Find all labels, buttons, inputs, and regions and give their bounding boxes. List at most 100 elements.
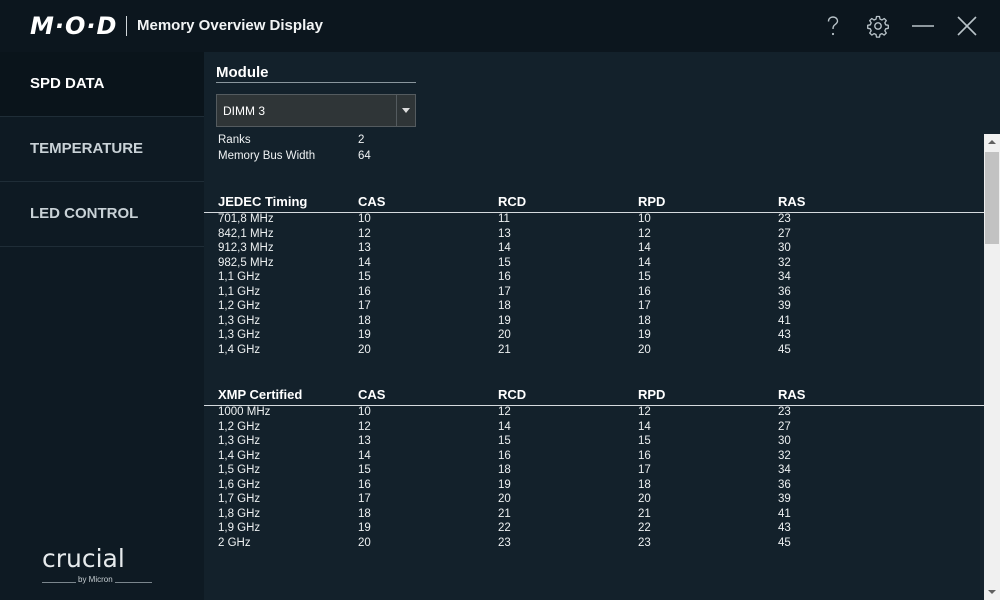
table-cell: 20 <box>498 329 511 341</box>
table-cell: 16 <box>638 449 651 462</box>
table-cell: 39 <box>778 300 791 312</box>
table-row: 1,2 GHz 12 14 14 27 <box>204 421 984 436</box>
table-cell: 17 <box>498 285 511 298</box>
table-cell: 16 <box>358 285 371 298</box>
table-cell: 19 <box>358 522 371 534</box>
table-row: 912,3 MHz 13 14 14 30 <box>204 242 984 257</box>
scroll-down-arrow-icon[interactable] <box>984 584 1000 600</box>
table-cell: 18 <box>498 464 511 476</box>
help-icon[interactable] <box>821 14 845 38</box>
table-cell: 12 <box>358 227 371 240</box>
table-cell: 2 GHz <box>218 536 251 549</box>
table-cell: 10 <box>358 213 371 225</box>
info-label: Memory Bus Width <box>218 150 316 162</box>
table-row: 1,1 GHz 15 16 15 34 <box>204 271 984 286</box>
table-row: 1,3 GHz 18 19 18 41 <box>204 315 984 330</box>
table-cell: 912,3 MHz <box>218 242 274 254</box>
scrollbar-thumb[interactable] <box>985 152 999 244</box>
table-cell: 43 <box>778 329 791 341</box>
table-cell: 14 <box>638 242 651 254</box>
table-cell: 14 <box>638 256 651 269</box>
sidebar-item-label: LED CONTROL <box>30 205 139 222</box>
table-cell: 16 <box>498 449 511 462</box>
sidebar-item-spd-data[interactable]: SPD DATA <box>0 52 204 117</box>
table-cell: 15 <box>358 464 371 476</box>
table-row: 1,3 GHz 19 20 19 43 <box>204 329 984 344</box>
close-icon[interactable] <box>955 14 979 38</box>
spd-content: Ranks 2 Memory Bus Width 64 JEDEC Timing… <box>204 134 984 600</box>
sidebar-item-temperature[interactable]: TEMPERATURE <box>0 117 204 182</box>
table-cell: 1,2 GHz <box>218 300 261 312</box>
table-row: 1,4 GHz 20 21 20 45 <box>204 344 984 359</box>
table-row: 1,3 GHz 13 15 15 30 <box>204 435 984 450</box>
column-header: RAS <box>778 194 806 209</box>
chevron-down-icon[interactable] <box>396 95 415 126</box>
table-cell: 45 <box>778 343 791 356</box>
table-row: 2 GHz 20 23 23 45 <box>204 537 984 552</box>
info-value: 2 <box>358 134 365 146</box>
vertical-scrollbar[interactable] <box>984 134 1000 600</box>
table-cell: 23 <box>638 536 651 549</box>
table-row: 701,8 MHz 10 11 10 23 <box>204 213 984 228</box>
table-cell: 22 <box>498 522 511 534</box>
table-cell: 45 <box>778 536 791 549</box>
title-bar: M·O·D Memory Overview Display <box>0 0 1000 52</box>
table-cell: 1,3 GHz <box>218 329 261 341</box>
title-separator <box>126 16 127 36</box>
scroll-up-arrow-icon[interactable] <box>984 134 1000 150</box>
table-cell: 14 <box>498 242 511 254</box>
table-row: 1,4 GHz 14 16 16 32 <box>204 450 984 465</box>
table-cell: 34 <box>778 271 791 283</box>
minimize-icon[interactable] <box>911 14 935 38</box>
table-cell: 20 <box>638 343 651 356</box>
table-cell: 41 <box>778 314 791 327</box>
table-cell: 982,5 MHz <box>218 256 274 269</box>
xmp-table: XMP Certified CAS RCD RPD RAS 1000 MHz 10… <box>204 387 984 551</box>
column-header: CAS <box>358 194 386 209</box>
table-cell: 20 <box>358 343 371 356</box>
table-row: 1000 MHz 10 12 12 23 <box>204 406 984 421</box>
table-cell: 1,8 GHz <box>218 507 261 520</box>
table-cell: 27 <box>778 420 791 433</box>
table-cell: 1,9 GHz <box>218 522 261 534</box>
info-memory-bus-width: Memory Bus Width 64 <box>218 150 371 162</box>
table-cell: 15 <box>638 435 651 447</box>
column-header: RAS <box>778 387 806 402</box>
table-row: 1,1 GHz 16 17 16 36 <box>204 286 984 301</box>
table-cell: 842,1 MHz <box>218 227 274 240</box>
app-logo: M·O·D <box>30 12 118 40</box>
sidebar-item-led-control[interactable]: LED CONTROL <box>0 182 204 247</box>
table-cell: 14 <box>638 420 651 433</box>
module-select-value: DIMM 3 <box>223 104 265 118</box>
table-cell: 21 <box>638 507 651 520</box>
table-cell: 19 <box>498 314 511 327</box>
table-cell: 16 <box>498 271 511 283</box>
table-cell: 18 <box>498 300 511 312</box>
table-cell: 15 <box>358 271 371 283</box>
table-row: 1,8 GHz 18 21 21 41 <box>204 508 984 523</box>
column-header: XMP Certified <box>218 387 303 402</box>
module-select[interactable]: DIMM 3 <box>216 94 416 127</box>
table-cell: 18 <box>638 314 651 327</box>
table-cell: 20 <box>358 536 371 549</box>
table-cell: 20 <box>638 493 651 505</box>
table-cell: 12 <box>638 227 651 240</box>
table-cell: 1,3 GHz <box>218 314 261 327</box>
table-cell: 1,1 GHz <box>218 271 261 283</box>
table-cell: 32 <box>778 449 791 462</box>
table-cell: 17 <box>638 300 651 312</box>
table-cell: 36 <box>778 285 791 298</box>
column-header: RPD <box>638 387 666 402</box>
table-cell: 1,5 GHz <box>218 464 261 476</box>
info-ranks: Ranks 2 <box>218 134 364 146</box>
table-cell: 27 <box>778 227 791 240</box>
gear-icon[interactable] <box>866 14 890 38</box>
column-header: CAS <box>358 387 386 402</box>
table-cell: 19 <box>638 329 651 341</box>
table-cell: 18 <box>358 507 371 520</box>
table-header: XMP Certified CAS RCD RPD RAS <box>204 387 984 406</box>
table-cell: 17 <box>638 464 651 476</box>
table-cell: 1,6 GHz <box>218 478 261 491</box>
table-cell: 12 <box>638 406 651 418</box>
table-cell: 14 <box>358 256 371 269</box>
